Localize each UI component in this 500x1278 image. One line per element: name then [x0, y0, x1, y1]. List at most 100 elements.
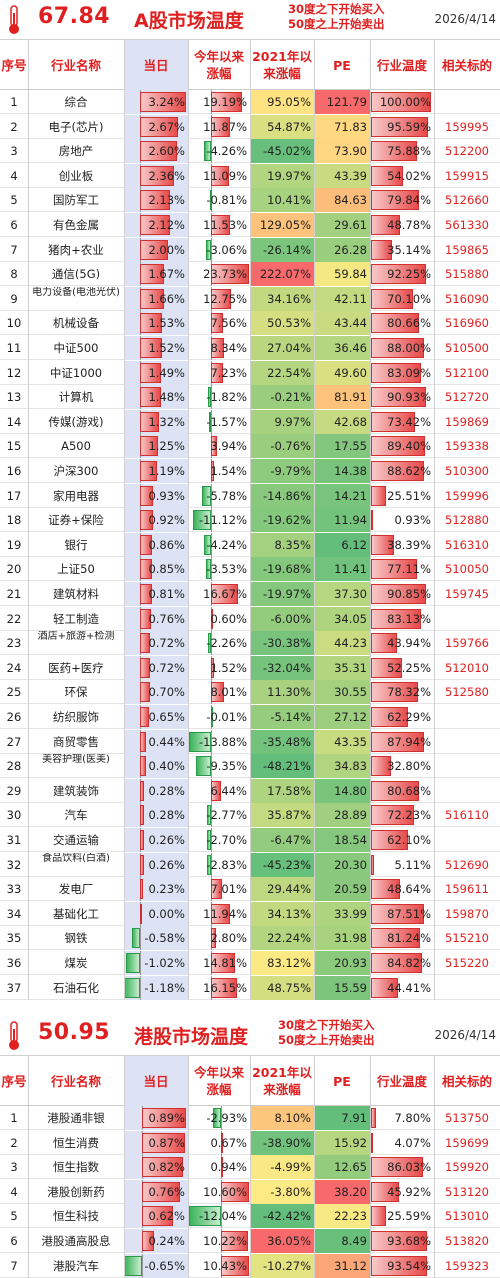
related-fund-code[interactable]: 159611 — [445, 882, 489, 897]
related-fund-code[interactable]: 159323 — [445, 1258, 489, 1273]
related-fund-code[interactable]: 512720 — [445, 390, 489, 405]
today-change: -1.18% — [124, 975, 188, 1000]
related-fund-code[interactable] — [434, 779, 500, 803]
table-row[interactable]: 23 酒店+旅游+检测 0.72% -2.26% -30.38% 44.23 43.94% 1… — [0, 631, 500, 656]
related-fund-code[interactable]: 159920 — [445, 1160, 489, 1175]
col-header-ytd[interactable]: 今年以来涨幅 — [193, 49, 244, 81]
ytd-value: 11.53% — [203, 218, 247, 232]
table-row[interactable]: 22 轻工制造 0.76% 0.60% -6.00% 34.05 83.13% — [0, 606, 500, 631]
related-fund-code[interactable] — [434, 828, 500, 852]
related-fund-code[interactable]: 510050 — [445, 562, 489, 577]
related-fund-code[interactable]: 512580 — [445, 685, 489, 700]
return-value: 35.87% — [267, 808, 311, 823]
col-header-ret2021[interactable]: 2021年以来涨幅 — [252, 1065, 312, 1097]
related-fund-code[interactable]: 513820 — [445, 1234, 489, 1248]
table-row[interactable]: 37 石油石化 -1.18% 16.15% 48.75% 15.59 44.41% — [0, 975, 500, 1000]
hk-column-header: 序号 行业名称 当日 今年以来涨幅 2021年以来涨幅 PE 行业温度 相关标的 — [0, 1056, 500, 1106]
col-header-pe[interactable]: PE — [333, 57, 351, 73]
related-fund-code[interactable]: 159745 — [445, 587, 489, 601]
related-fund-code[interactable]: 510500 — [445, 341, 489, 355]
table-row[interactable]: 8 通信(5G) 1.67% 23.73% 222.07% 59.84 92.25% 5158… — [0, 262, 500, 287]
industry-temperature: 43.94% — [370, 631, 434, 655]
table-row[interactable]: 25 环保 0.70% 8.01% 11.30% 30.55 78.32% 512580 — [0, 680, 500, 705]
column-divider — [188, 40, 189, 1001]
table-row[interactable]: 2 电子(芯片) 2.67% 11.87% 54.87% 71.83 95.59% 15999… — [0, 114, 500, 139]
col-header-temp[interactable]: 行业温度 — [376, 57, 427, 73]
related-fund-code[interactable]: 513120 — [445, 1184, 489, 1199]
col-header-ret2021[interactable]: 2021年以来涨幅 — [252, 49, 312, 81]
return-since-2021: -9.79% — [250, 459, 314, 483]
table-row[interactable]: 18 证券+保险 0.92% -11.12% -19.62% 11.94 0.93% 5128… — [0, 508, 500, 533]
related-fund-code[interactable] — [434, 607, 500, 631]
col-header-name[interactable]: 行业名称 — [50, 57, 101, 73]
related-fund-code[interactable] — [434, 90, 500, 114]
table-row[interactable]: 5 国防军工 2.13% -0.81% 10.41% 84.63 79.84% 512660 — [0, 188, 500, 213]
related-fund-code[interactable] — [434, 730, 500, 754]
related-fund-code[interactable]: 513750 — [445, 1111, 489, 1125]
related-fund-code[interactable]: 159870 — [445, 906, 489, 921]
table-row[interactable]: 27 商贸零售 0.44% -13.88% -35.48% 43.35 87.94% — [0, 729, 500, 754]
col-header-pe[interactable]: PE — [333, 1073, 351, 1089]
related-fund-code[interactable]: 159869 — [445, 414, 489, 429]
related-fund-code[interactable]: 516960 — [445, 316, 489, 331]
related-fund-code[interactable]: 510300 — [445, 464, 489, 478]
related-fund-code[interactable]: 561330 — [445, 218, 489, 232]
table-row[interactable]: 4 创业板 2.36% 11.09% 19.97% 43.39 54.02% 159915 — [0, 163, 500, 188]
related-fund-code[interactable]: 512200 — [445, 144, 489, 159]
table-row[interactable]: 17 家用电器 0.93% -5.78% -14.86% 14.21 25.51% 15999… — [0, 483, 500, 508]
related-fund-code[interactable]: 159915 — [445, 168, 489, 183]
pe-value: 42.11 — [334, 291, 367, 306]
related-fund-code[interactable]: 516090 — [445, 291, 489, 306]
table-row[interactable]: 2 恒生消费 0.87% 0.67% -38.90% 15.92 4.07% 159699 — [0, 1130, 500, 1155]
table-row[interactable]: 11 中证500 1.52% 8.34% 27.04% 36.46 88.00% 510500 — [0, 336, 500, 360]
ytd-value: -2.70% — [206, 833, 247, 847]
col-header-today[interactable]: 当日 — [124, 40, 188, 90]
ytd-value: 11.87% — [203, 119, 247, 134]
related-fund-code[interactable]: 512690 — [445, 857, 489, 872]
related-fund-code[interactable]: 515220 — [445, 956, 489, 970]
col-header-idx[interactable]: 序号 — [1, 1073, 27, 1089]
related-fund-code[interactable] — [434, 754, 500, 778]
table-row[interactable]: 1 港股通非银 0.89% -2.93% 8.10% 7.91 7.80% 513750 — [0, 1106, 500, 1130]
col-header-name[interactable]: 行业名称 — [50, 1073, 101, 1089]
related-fund-code[interactable] — [434, 705, 500, 729]
related-fund-code[interactable]: 515880 — [445, 267, 489, 282]
table-row[interactable]: 19 银行 0.86% -4.24% 8.35% 6.12 38.39% 516310 — [0, 532, 500, 557]
table-row[interactable]: 3 恒生指数 0.82% 0.94% -4.99% 12.65 86.03% 159920 — [0, 1155, 500, 1180]
col-header-code[interactable]: 相关标的 — [441, 57, 492, 73]
table-row[interactable]: 10 机械设备 1.53% 7.56% 50.53% 43.44 80.66% 516960 — [0, 311, 500, 336]
today-change: 2.67% — [124, 114, 188, 139]
ytd-change: -1.57% — [188, 409, 250, 434]
related-fund-code[interactable]: 512660 — [445, 193, 489, 208]
col-header-idx[interactable]: 序号 — [1, 57, 27, 73]
col-header-ytd[interactable]: 今年以来涨幅 — [193, 1065, 244, 1097]
ytd-bar — [211, 608, 214, 629]
today-change: 2.13% — [124, 188, 188, 213]
related-fund-code[interactable]: 159865 — [445, 242, 489, 257]
related-fund-code[interactable]: 159996 — [445, 488, 489, 503]
related-fund-code[interactable]: 515210 — [445, 931, 489, 946]
col-header-temp[interactable]: 行业温度 — [376, 1073, 427, 1089]
related-fund-code[interactable] — [434, 976, 500, 1000]
col-header-today[interactable]: 当日 — [124, 1056, 188, 1106]
table-row[interactable]: 4 港股创新药 0.76% 10.60% -3.80% 38.20 45.92% 513120 — [0, 1179, 500, 1204]
table-row[interactable]: 35 钢铁 -0.58% 2.80% 22.24% 31.98 81.24% 515210 — [0, 926, 500, 951]
related-fund-code[interactable]: 516310 — [445, 537, 489, 552]
related-fund-code[interactable]: 159766 — [445, 636, 489, 651]
col-header-code[interactable]: 相关标的 — [441, 1073, 492, 1089]
related-fund-code[interactable]: 159338 — [445, 439, 489, 454]
related-fund-code[interactable]: 512010 — [445, 660, 489, 675]
related-fund-code[interactable]: 516110 — [445, 808, 489, 823]
table-row[interactable]: 1 综合 3.24% 19.19% 95.05% 121.79 100.00% — [0, 90, 500, 114]
related-fund-code[interactable]: 513010 — [445, 1209, 489, 1224]
table-row[interactable]: 14 传媒(游戏) 1.32% -1.57% 9.97% 42.68 73.42% 15986… — [0, 409, 500, 434]
pe-value: 43.35 — [334, 734, 367, 749]
related-fund-code[interactable]: 159995 — [445, 119, 489, 134]
table-row[interactable]: 34 基础化工 0.00% 11.94% 34.13% 33.99 87.51% 159870 — [0, 901, 500, 926]
related-fund-code[interactable]: 512880 — [445, 513, 489, 528]
table-row[interactable]: 30 汽车 0.28% -2.77% 35.87% 28.89 72.23% 516110 — [0, 803, 500, 828]
related-fund-code[interactable]: 159699 — [445, 1135, 489, 1150]
ytd-value: 0.60% — [210, 611, 247, 626]
related-fund-code[interactable]: 512100 — [445, 365, 489, 380]
table-row[interactable]: 26 纺织服饰 0.65% -0.01% -5.14% 27.12 62.29% — [0, 705, 500, 729]
